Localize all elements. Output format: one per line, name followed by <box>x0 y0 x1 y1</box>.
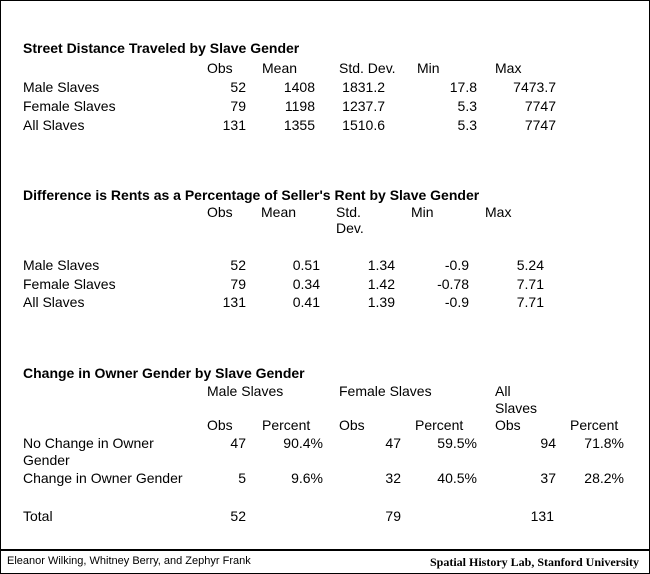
footer-bar: Eleanor Wilking, Whitney Berry, and Zeph… <box>0 549 650 574</box>
table3-row-label: No Change in Owner <box>23 435 154 451</box>
table3-row-label: Change in Owner Gender <box>23 470 183 486</box>
table1-cell-obs: 52 <box>230 79 246 95</box>
table2-cell-mean: 0.34 <box>292 276 320 292</box>
table1-cell-mean: 1198 <box>284 98 315 114</box>
table2-header-max: Max <box>485 204 512 220</box>
table1-cell-sd: 1831.2 <box>342 79 385 95</box>
table1-header-mean: Mean <box>262 60 298 76</box>
table3-cell-female-obs: 32 <box>385 470 401 486</box>
table3-row-label-line2: Gender <box>23 452 70 468</box>
table1-header-sd: Std. Dev. <box>339 60 396 76</box>
table1-cell-mean: 1355 <box>283 117 315 133</box>
table1-cell-sd: 1510.6 <box>342 117 385 133</box>
table2-cell-min: -0.9 <box>444 294 469 310</box>
table3-cell-all-obs: 94 <box>540 435 556 451</box>
table2-cell-obs: 131 <box>222 294 246 310</box>
table3-cell-all-obs: 37 <box>540 470 556 486</box>
table2-cell-obs: 52 <box>230 257 246 273</box>
table3-cell-female-percent: 40.5% <box>437 470 477 486</box>
footer-lab: Spatial History Lab, Stanford University <box>429 555 639 569</box>
table1-header-obs: Obs <box>207 60 233 76</box>
table1-row-label: All Slaves <box>23 117 85 133</box>
table3-cell-female-obs: 47 <box>385 435 401 451</box>
table2-title: Difference is Rents as a Percentage of S… <box>23 187 480 203</box>
table1-cell-obs: 131 <box>222 117 246 133</box>
table2-row-label: Female Slaves <box>23 276 116 292</box>
table3-header-all-percent: Percent <box>570 417 619 433</box>
table3-total-male-obs: 52 <box>230 508 246 524</box>
table3-total-label: Total <box>23 508 53 524</box>
table3-cell-all-percent: 28.2% <box>584 470 624 486</box>
table2-cell-max: 7.71 <box>516 294 544 310</box>
table3-title: Change in Owner Gender by Slave Gender <box>23 365 305 381</box>
table1-cell-obs: 79 <box>230 98 246 114</box>
table1-header-min: Min <box>417 60 440 76</box>
table3-group-all-line1: All <box>495 383 511 399</box>
table1-row-label: Male Slaves <box>23 79 100 95</box>
table3-cell-male-obs: 5 <box>238 470 246 486</box>
table2-cell-max: 7.71 <box>516 276 544 292</box>
table2-cell-max: 5.24 <box>516 257 544 273</box>
table3-total-all-obs: 131 <box>530 508 554 524</box>
table1-cell-sd: 1237.7 <box>342 98 385 114</box>
table3-cell-male-percent: 9.6% <box>291 470 323 486</box>
table2-header-sd-line2: Dev. <box>336 220 364 236</box>
table1-cell-max: 7747 <box>524 98 556 114</box>
table1-cell-min: 17.8 <box>449 79 477 95</box>
table3-header-female-obs: Obs <box>339 417 365 433</box>
table2-cell-mean: 0.51 <box>292 257 320 273</box>
table2-row-label: Male Slaves <box>23 257 100 273</box>
table1-cell-mean: 1408 <box>283 79 315 95</box>
table2-cell-mean: 0.41 <box>292 294 320 310</box>
table3-group-all-line2: Slaves <box>495 400 538 416</box>
table2-header-obs: Obs <box>207 204 233 220</box>
table3-cell-male-percent: 90.4% <box>283 435 323 451</box>
table2-header-mean: Mean <box>261 204 297 220</box>
table2-header-sd-line1: Std. <box>336 204 361 220</box>
table2-row-label: All Slaves <box>23 294 85 310</box>
table2-cell-min: -0.78 <box>437 276 469 292</box>
table1-cell-min: 5.3 <box>457 117 477 133</box>
table3-header-all-obs: Obs <box>495 417 521 433</box>
table1-header-max: Max <box>495 60 522 76</box>
table3-cell-all-percent: 71.8% <box>584 435 624 451</box>
table2-cell-obs: 79 <box>230 276 246 292</box>
table1-cell-max: 7747 <box>524 117 556 133</box>
table3-cell-female-percent: 59.5% <box>437 435 477 451</box>
table2-cell-sd: 1.34 <box>367 257 395 273</box>
table1-cell-max: 7473.7 <box>513 79 556 95</box>
table2-cell-min: -0.9 <box>444 257 469 273</box>
footer-authors: Eleanor Wilking, Whitney Berry, and Zeph… <box>7 555 251 567</box>
table3-cell-male-obs: 47 <box>230 435 246 451</box>
table2-cell-sd: 1.39 <box>367 294 395 310</box>
table3-group-female: Female Slaves <box>339 383 432 399</box>
table1-cell-min: 5.3 <box>457 98 477 114</box>
table3-header-male-obs: Obs <box>207 417 233 433</box>
table1-row-label: Female Slaves <box>23 98 116 114</box>
table1-title: Street Distance Traveled by Slave Gender <box>23 40 300 56</box>
table3-total-female-obs: 79 <box>385 508 401 524</box>
document-frame: Street Distance Traveled by Slave Gender… <box>0 0 650 550</box>
table3-header-male-percent: Percent <box>262 417 311 433</box>
table3-group-male: Male Slaves <box>207 383 284 399</box>
table2-cell-sd: 1.42 <box>367 276 395 292</box>
table2-header-min: Min <box>411 204 434 220</box>
table3-header-female-percent: Percent <box>415 417 464 433</box>
